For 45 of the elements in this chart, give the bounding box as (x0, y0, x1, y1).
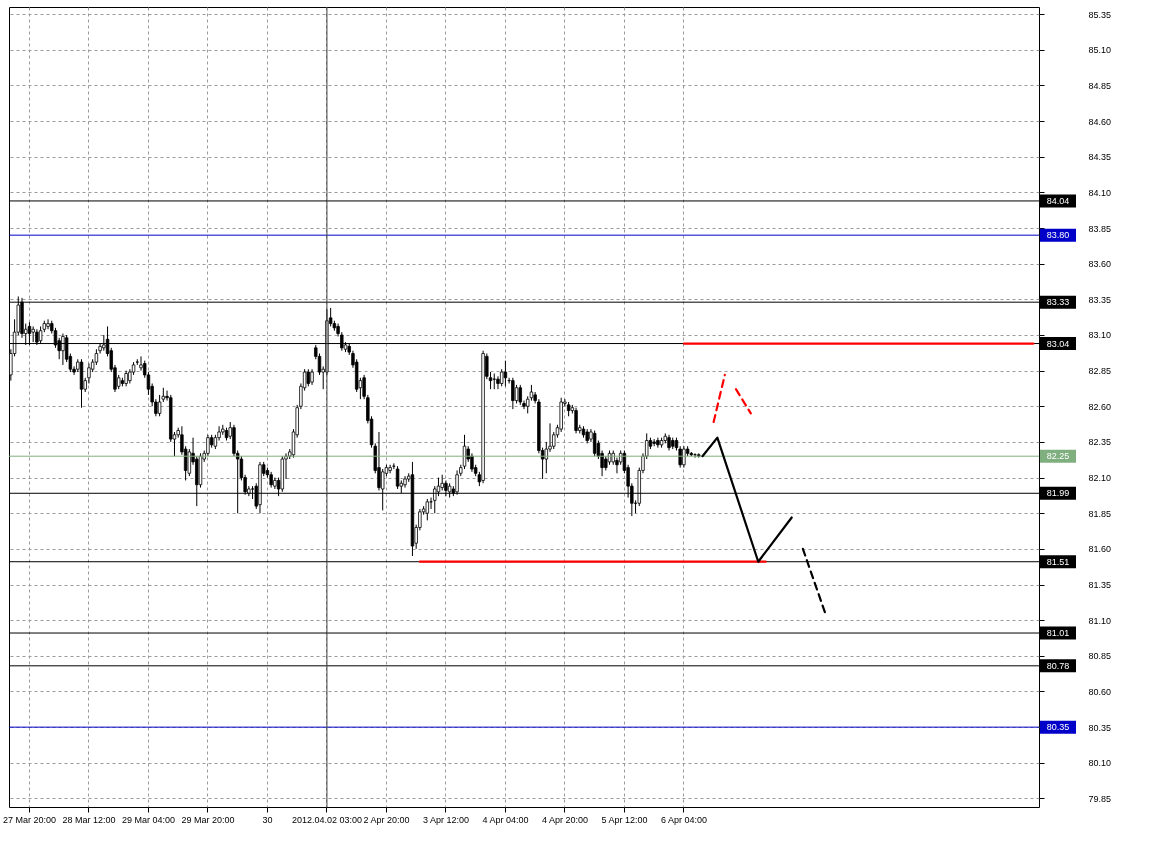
y-tick-label: 81.60 (1088, 544, 1112, 555)
ref-line-label: 81.51 (1046, 556, 1070, 567)
x-tick-label: 2 Apr 20:00 (363, 814, 410, 825)
x-tick-label: 27 Mar 20:00 (2, 814, 56, 825)
x-tick-label: 28 Mar 12:00 (62, 814, 116, 825)
y-tick-label: 82.35 (1088, 437, 1112, 448)
x-tick-label: 6 Apr 04:00 (660, 814, 707, 825)
y-tick-label: 84.85 (1088, 80, 1112, 91)
y-tick-label: 81.85 (1088, 508, 1112, 519)
y-tick-label: 84.10 (1088, 187, 1112, 198)
ref-line-label: 80.35 (1046, 722, 1070, 733)
y-tick-label: 80.35 (1088, 722, 1112, 733)
x-tick-label: 29 Mar 04:00 (121, 814, 175, 825)
x-tick-label: 29 Mar 20:00 (181, 814, 235, 825)
y-tick-label: 80.85 (1088, 651, 1112, 662)
y-tick-label: 83.85 (1088, 223, 1112, 234)
y-tick-label: 85.10 (1088, 45, 1112, 56)
ref-line-label: 84.04 (1046, 195, 1070, 206)
x-tick-label: 3 Apr 12:00 (422, 814, 469, 825)
y-tick-label: 85.35 (1088, 9, 1112, 20)
y-tick-label: 82.60 (1088, 401, 1112, 412)
x-tick-label: 5 Apr 12:00 (601, 814, 648, 825)
y-tick-label: 83.35 (1088, 294, 1112, 305)
y-tick-label: 84.35 (1088, 152, 1112, 163)
ref-line-label: 82.25 (1046, 451, 1070, 462)
y-tick-label: 84.60 (1088, 116, 1112, 127)
y-tick-label: 81.10 (1088, 615, 1112, 626)
y-tick-label: 79.85 (1088, 793, 1112, 804)
y-tick-label: 80.60 (1088, 686, 1112, 697)
y-tick-label: 82.10 (1088, 473, 1112, 484)
ref-line-label: 83.80 (1046, 230, 1070, 241)
y-tick-label: 83.60 (1088, 259, 1112, 270)
ref-line-label: 80.78 (1046, 660, 1070, 671)
ref-line-label: 81.99 (1046, 488, 1070, 499)
y-tick-label: 82.85 (1088, 366, 1112, 377)
x-tick-label: 2012.04.02 03:00 (291, 814, 362, 825)
ref-line-label: 83.33 (1046, 297, 1070, 308)
y-tick-label: 83.10 (1088, 330, 1112, 341)
y-tick-label: 81.35 (1088, 580, 1112, 591)
x-tick-label: 4 Apr 04:00 (482, 814, 529, 825)
ref-line-label: 81.01 (1046, 628, 1070, 639)
x-tick-label: 30 (262, 814, 273, 825)
ref-line-label: 83.04 (1046, 338, 1070, 349)
x-tick-label: 4 Apr 20:00 (541, 814, 588, 825)
y-tick-label: 80.10 (1088, 758, 1112, 769)
